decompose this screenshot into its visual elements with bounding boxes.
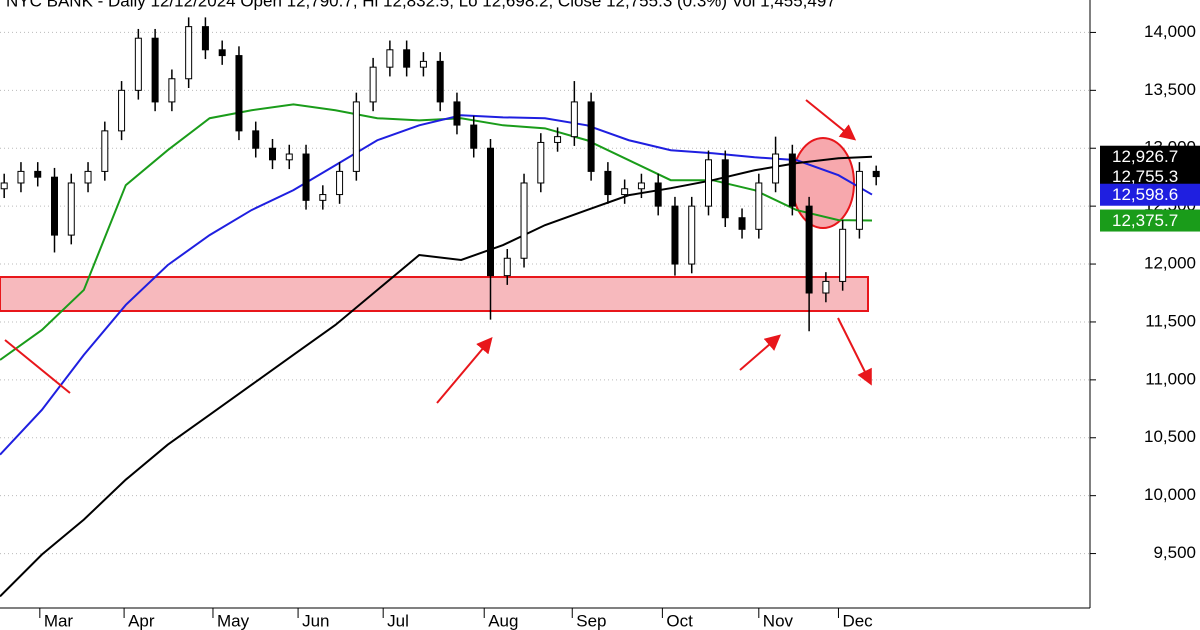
x-tick-label: Dec — [842, 611, 873, 630]
candle-body — [637, 182, 645, 190]
price-label: 12,926.7 — [1112, 147, 1178, 166]
candle-body — [134, 37, 142, 91]
candle-body — [520, 182, 528, 259]
arrow — [436, 336, 493, 404]
candle-body — [788, 153, 796, 207]
candle-body — [218, 49, 226, 57]
moving-average — [0, 155, 873, 598]
candle-body — [654, 182, 662, 207]
candle-body — [0, 182, 8, 190]
axis-labels: 9,50010,00010,50011,00011,50012,00012,50… — [39, 22, 1200, 630]
candle-body — [67, 182, 75, 236]
candle-body — [386, 49, 394, 68]
candle-body — [688, 205, 696, 265]
x-tick-label: Jul — [387, 611, 409, 630]
x-tick-label: Sep — [576, 611, 606, 630]
candle-body — [587, 101, 595, 172]
candle-body — [403, 49, 411, 68]
x-tick-label: Mar — [44, 611, 74, 630]
chart-title: NYC BANK - Daily 12/12/2024 Open 12,790.… — [6, 0, 836, 10]
price-label-box — [1100, 145, 1200, 168]
y-tick-label: 11,000 — [1145, 369, 1196, 388]
y-tick-label: 13,500 — [1144, 80, 1196, 99]
candle-body — [201, 26, 209, 51]
candle-body — [738, 217, 746, 230]
x-tick-label: Nov — [763, 611, 794, 630]
price-label: 12,755.3 — [1112, 167, 1178, 186]
candle-body — [487, 147, 494, 277]
highlight-circle — [791, 137, 855, 229]
candle-body — [872, 170, 880, 178]
candle-body — [84, 170, 92, 184]
candle-body — [235, 55, 243, 132]
candle-body — [822, 280, 830, 294]
annotation-line — [4, 339, 71, 394]
price-label: 12,375.7 — [1112, 211, 1178, 230]
price-label-box — [1100, 183, 1200, 206]
candle-body — [772, 153, 780, 184]
x-tick-label: Apr — [128, 611, 155, 630]
candle-body — [185, 26, 193, 80]
candle-body — [621, 188, 629, 196]
candle-body — [570, 101, 578, 138]
candle-body — [118, 89, 126, 132]
candle-body — [285, 153, 293, 161]
candle-body — [352, 101, 360, 172]
arrow — [805, 99, 857, 141]
candle-body — [604, 170, 612, 196]
x-tick-label: Oct — [666, 611, 693, 630]
x-tick-label: Jun — [302, 611, 329, 630]
price-label: 12,598.6 — [1112, 185, 1178, 204]
candle-body — [554, 136, 562, 143]
x-tick-label: May — [217, 611, 250, 630]
y-tick-label: 10,000 — [1144, 485, 1196, 504]
candle-body — [755, 182, 763, 230]
candle-body — [470, 124, 478, 149]
candle-body — [369, 66, 377, 103]
arrow — [837, 317, 872, 386]
candle-body — [537, 141, 545, 184]
arrow — [739, 334, 782, 371]
moving-average — [0, 114, 873, 456]
candle-body — [453, 101, 461, 126]
y-tick-label: 14,000 — [1144, 22, 1196, 41]
y-tick-label: 11,500 — [1145, 311, 1196, 330]
candle-body — [17, 170, 25, 184]
candle-body — [436, 60, 444, 103]
x-tick-label: Aug — [488, 611, 518, 630]
candle-body — [34, 170, 42, 178]
candle-body — [168, 78, 176, 103]
candle-body — [101, 130, 109, 172]
candle-body — [302, 153, 310, 201]
marks — [0, 17, 880, 598]
candle-body — [419, 60, 427, 68]
annotations — [4, 99, 872, 404]
candle-body — [705, 159, 712, 207]
candle-body — [51, 176, 58, 236]
grid — [0, 31, 1090, 555]
candle-body — [805, 205, 813, 294]
candle-body — [855, 170, 863, 230]
candle-body — [503, 257, 511, 277]
support-zone — [0, 276, 869, 312]
candle-body — [269, 147, 276, 161]
y-tick-label: 12,000 — [1144, 254, 1196, 273]
price-label-box — [1100, 209, 1200, 232]
candle-body — [671, 205, 679, 265]
candle-body — [252, 130, 260, 149]
price-label-box — [1100, 165, 1200, 188]
candle-body — [721, 159, 729, 219]
y-tick-label: 10,500 — [1144, 427, 1196, 446]
candle-body — [839, 228, 847, 282]
y-tick-label: 9,500 — [1153, 543, 1196, 562]
candle-body — [151, 37, 159, 103]
candle-body — [319, 194, 327, 201]
candle-body — [336, 170, 344, 196]
